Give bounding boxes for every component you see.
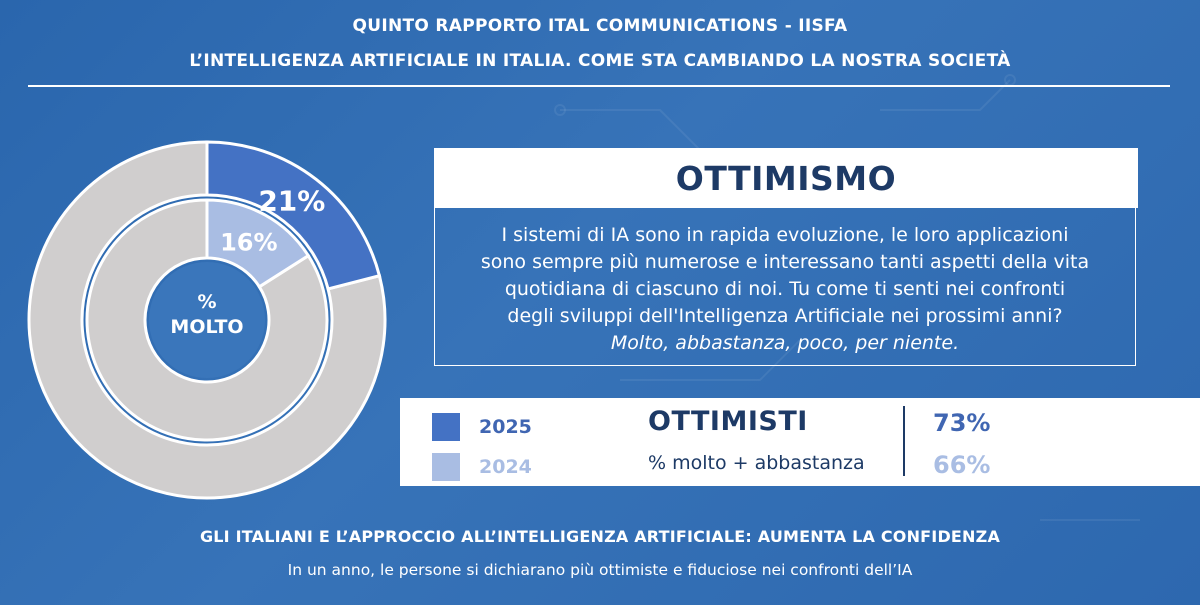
inner-ring-value-label: 16%: [220, 228, 277, 256]
question-line: sono sempre più numerose e interessano t…: [480, 251, 1090, 273]
report-header: QUINTO RAPPORTO ITAL COMMUNICATIONS - II…: [0, 10, 1200, 74]
footer-subtitle: In un anno, le persone si dichiarano più…: [287, 561, 913, 579]
report-title: QUINTO RAPPORTO ITAL COMMUNICATIONS - II…: [352, 16, 848, 36]
donut-segment-2025: [205, 140, 382, 291]
question-line: degli sviluppi dell'Intelligenza Artific…: [507, 305, 1063, 327]
optimists-label: OTTIMISTI: [648, 406, 808, 437]
donut-center-hole: [149, 262, 265, 378]
optimists-sublabel: % molto + abbastanza: [648, 452, 865, 474]
section-title-box: OTTIMISMO: [434, 148, 1138, 208]
donut-chart: 21% 16% % MOLTO: [27, 140, 387, 500]
summary-band: 2025 2024 OTTIMISTI % molto + abbastanza…: [400, 398, 1200, 486]
legend-year-2025: 2025: [479, 416, 532, 438]
question-line: I sistemi di IA sono in rapida evoluzion…: [501, 224, 1069, 246]
optimists-value-2024: 66%: [933, 451, 991, 479]
legend-year-2024: 2024: [479, 456, 532, 478]
question-box: I sistemi di IA sono in rapida evoluzion…: [434, 208, 1136, 366]
outer-ring-value-label: 21%: [258, 184, 325, 217]
optimists-value-2025: 73%: [933, 409, 991, 437]
donut-remainder-2024: [85, 198, 329, 442]
section-title: OTTIMISMO: [675, 158, 897, 198]
report-subtitle: L’INTELLIGENZA ARTIFICIALE IN ITALIA. CO…: [189, 51, 1011, 71]
donut-segment-2024: [205, 198, 311, 289]
question-line: quotidiana di ciascuno di noi. Tu come t…: [504, 278, 1066, 300]
legend-swatch-2025: [432, 413, 460, 441]
donut-remainder-2025: [27, 140, 387, 500]
center-label-percent: %: [197, 291, 216, 313]
answer-options: Molto, abbastanza, poco, per niente.: [610, 332, 960, 354]
footer-title: GLI ITALIANI E L’APPROCCIO ALL’INTELLIGE…: [199, 527, 1001, 546]
header-divider: [28, 85, 1170, 87]
center-label-molto: MOLTO: [170, 316, 243, 338]
summary-divider: [903, 406, 905, 476]
legend-swatch-2024: [432, 453, 460, 481]
